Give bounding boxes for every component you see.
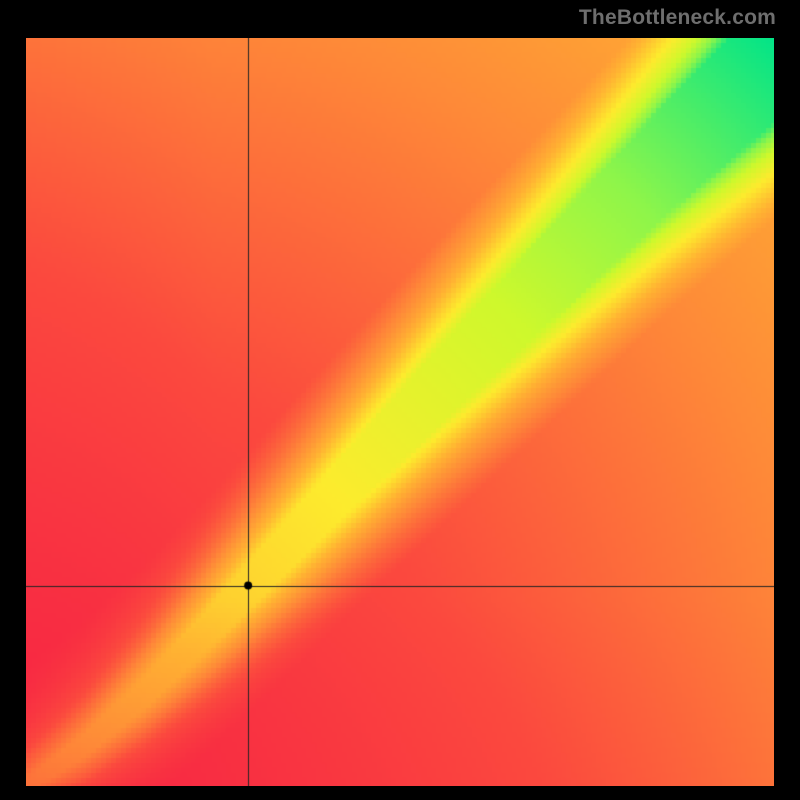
chart-container: TheBottleneck.com: [0, 0, 800, 800]
bottleneck-heatmap: [26, 38, 774, 786]
heatmap-canvas: [26, 38, 774, 786]
watermark-text: TheBottleneck.com: [579, 6, 776, 30]
